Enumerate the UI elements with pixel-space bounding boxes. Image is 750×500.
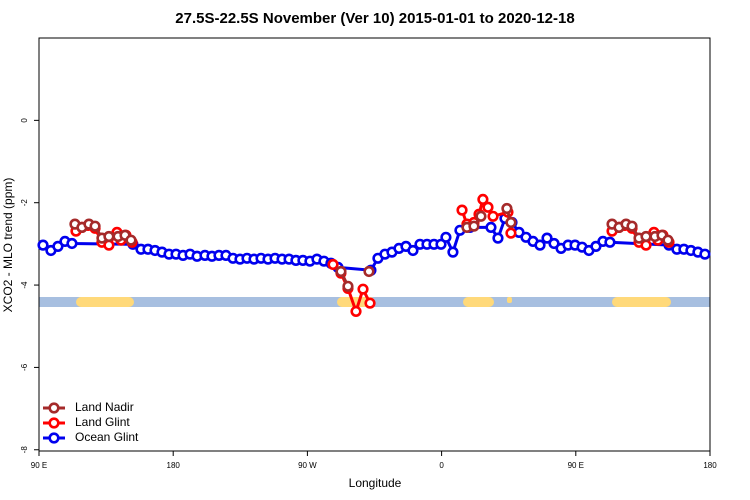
point	[364, 297, 376, 309]
legend-marker	[48, 432, 60, 444]
point	[468, 220, 480, 232]
point	[477, 193, 489, 206]
land-strip	[507, 297, 512, 303]
point	[52, 240, 64, 252]
land-strip	[76, 297, 134, 307]
land-strip	[612, 297, 671, 307]
point	[604, 236, 616, 248]
legend-label: Land Nadir	[75, 400, 134, 414]
point	[456, 204, 468, 216]
point	[487, 210, 499, 222]
point	[357, 283, 369, 295]
point	[640, 239, 652, 251]
y-tick-label: -2	[20, 199, 29, 207]
point	[327, 258, 339, 271]
chart-title: 27.5S-22.5S November (Ver 10) 2015-01-01…	[175, 10, 574, 27]
point	[89, 220, 101, 232]
point	[662, 234, 674, 246]
point	[505, 216, 517, 229]
point	[541, 232, 553, 244]
y-tick-label: 0	[20, 118, 29, 123]
legend-marker	[48, 417, 60, 429]
y-tick-label: -4	[20, 281, 29, 289]
point	[492, 232, 504, 244]
point	[37, 239, 49, 251]
point	[548, 237, 560, 250]
x-tick-label: 90 E	[568, 461, 584, 470]
x-tick-label: 180	[167, 461, 181, 470]
point	[103, 230, 115, 243]
point	[125, 234, 137, 246]
x-tick-label: 90 E	[31, 461, 47, 470]
point	[505, 227, 517, 239]
land-strip	[463, 297, 494, 307]
x-axis-label: Longitude	[349, 476, 402, 490]
point	[363, 265, 375, 278]
point	[440, 231, 452, 243]
point	[335, 265, 347, 278]
y-axis-label: XCO2 - MLO trend (ppm)	[1, 178, 15, 313]
point	[103, 239, 115, 251]
x-tick-label: 0	[439, 461, 444, 470]
y-tick-label: -6	[20, 363, 29, 371]
y-tick-label: -8	[20, 446, 29, 454]
point	[407, 244, 419, 257]
point	[482, 201, 494, 213]
legend-marker	[48, 402, 60, 414]
x-tick-label: 180	[703, 461, 717, 470]
point	[699, 248, 711, 260]
point	[640, 230, 652, 243]
point	[626, 220, 638, 232]
point	[534, 239, 546, 251]
legend-label: Land Glint	[75, 415, 130, 429]
point	[350, 305, 362, 318]
point	[501, 202, 513, 215]
point	[342, 280, 354, 292]
legend-label: Ocean Glint	[75, 430, 139, 444]
point	[447, 246, 459, 258]
point	[485, 221, 497, 234]
x-tick-label: 90 W	[298, 461, 317, 470]
point	[66, 237, 78, 250]
point	[590, 240, 602, 252]
point	[475, 210, 487, 222]
